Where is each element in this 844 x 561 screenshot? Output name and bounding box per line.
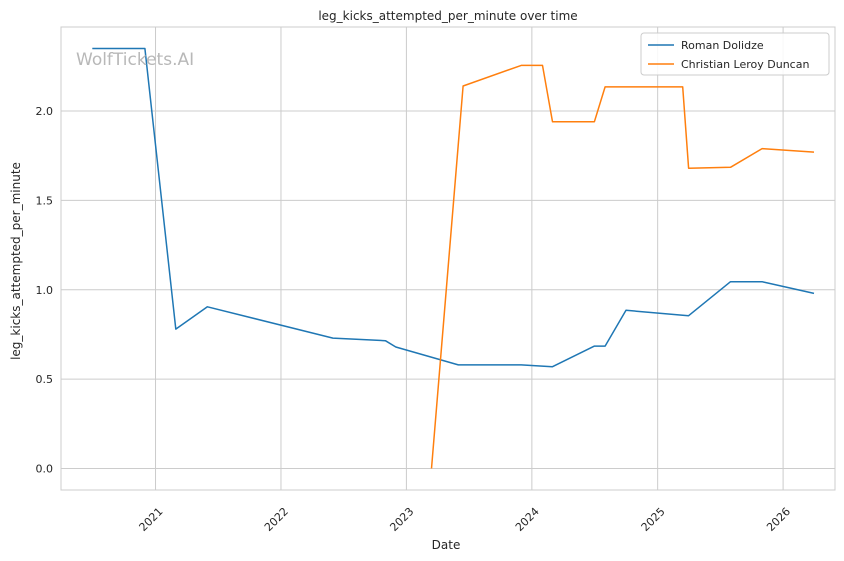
- series-lines: [92, 47, 815, 469]
- x-tick-label: 2026: [764, 505, 793, 534]
- x-tick-label: 2025: [639, 505, 668, 534]
- x-tick-label: 2022: [262, 505, 291, 534]
- plot-background: [61, 27, 835, 490]
- grid-lines: [61, 27, 835, 490]
- plot-frame: [60, 26, 836, 491]
- y-axis-label: leg_kicks_attempted_per_minute: [9, 162, 23, 360]
- watermark: WolfTickets.AI: [76, 50, 194, 70]
- y-tick-label: 2.0: [36, 105, 54, 118]
- x-tick-label: 2024: [513, 505, 542, 534]
- x-tick-label: 2023: [387, 505, 416, 534]
- x-tick-label: 2021: [137, 505, 166, 534]
- y-tick-label: 0.5: [36, 373, 54, 386]
- legend-box: [640, 32, 830, 76]
- series-line-christian-leroy-duncan: [430, 64, 815, 469]
- y-tick-label: 1.5: [36, 194, 54, 207]
- chart-title: leg_kicks_attempted_per_minute over time: [318, 9, 577, 23]
- series-line-roman-dolidze: [92, 47, 815, 368]
- y-tick-label: 1.0: [36, 284, 54, 297]
- y-tick-label: 0.0: [36, 463, 54, 476]
- legend: Roman Dolidze Christian Leroy Duncan: [640, 32, 830, 76]
- x-axis-label: Date: [432, 538, 461, 552]
- legend-label-christian-leroy-duncan: Christian Leroy Duncan: [681, 58, 809, 71]
- legend-label-roman-dolidze: Roman Dolidze: [681, 39, 764, 52]
